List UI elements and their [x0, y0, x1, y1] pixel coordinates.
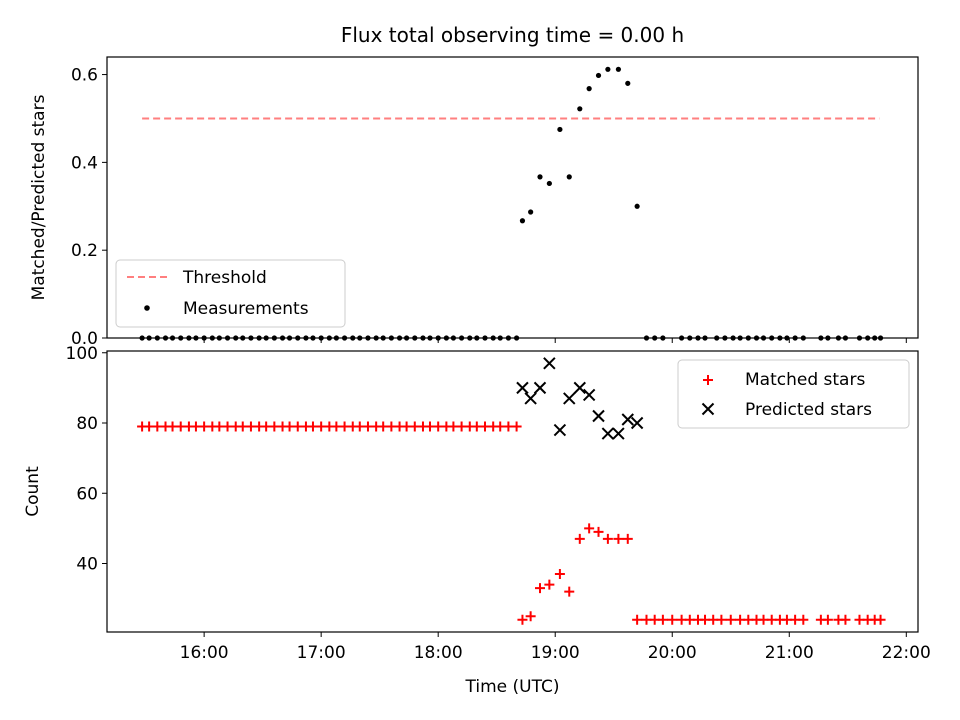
bottom-legend-box — [677, 359, 910, 429]
top-legend: Threshold Measurements — [115, 259, 346, 328]
matched-star-point — [584, 523, 595, 534]
bottom-panel: 16:00 17:00 18:00 19:00 20:00 21:00 22:00 40 60 8… — [66, 344, 931, 663]
predicted-star-point — [563, 392, 576, 405]
predicted-star-point — [524, 392, 537, 405]
matched-star-point — [535, 583, 546, 594]
matched-star-point — [632, 614, 643, 625]
bottom-x-tick-label: 22:00 — [882, 643, 931, 663]
top-y-tick-label: 0.6 — [71, 66, 98, 86]
bottom-legend: Matched stars Predicted stars — [677, 359, 910, 429]
matched-star-point — [564, 586, 575, 597]
measurement-point — [625, 80, 631, 86]
measurement-point — [577, 106, 583, 112]
bottom-x-tick-label: 17:00 — [297, 643, 346, 663]
bottom-x-tick-label: 16:00 — [180, 643, 229, 663]
matched-star-point — [602, 533, 613, 544]
predicted-star-point — [601, 427, 615, 440]
measurement-point — [528, 209, 534, 215]
predicted-star-point — [553, 423, 567, 437]
bottom-plot-frame — [106, 350, 919, 633]
legend-predicted-label: Predicted stars — [745, 400, 872, 420]
matched-star-point — [517, 614, 528, 625]
top-y-axis-label: Matched/Predicted stars — [29, 94, 49, 300]
predicted-star-point — [573, 381, 586, 395]
predicted-star-point — [592, 409, 605, 423]
predicted-star-point — [543, 357, 556, 370]
top-y-tick-label: 0.2 — [71, 241, 98, 261]
measurement-point — [586, 86, 592, 92]
legend-matched-swatch — [703, 375, 713, 385]
legend-measurements-swatch — [144, 305, 150, 311]
matched-star-point — [798, 614, 809, 625]
matched-star-point — [593, 526, 604, 537]
legend-threshold-label: Threshold — [182, 268, 267, 288]
top-plot-frame — [106, 56, 919, 339]
predicted-star-point — [582, 388, 596, 402]
top-legend-box — [115, 259, 346, 328]
measurement-point — [557, 126, 563, 133]
measurement-point — [615, 66, 622, 72]
predicted-star-point — [630, 416, 644, 430]
measurement-point — [566, 174, 572, 180]
matched-star-point — [875, 614, 886, 625]
bottom-x-tick-label: 19:00 — [531, 643, 580, 663]
measurement-point — [605, 66, 611, 72]
bottom-y-tick-label: 40 — [76, 555, 98, 575]
measurement-point — [546, 180, 552, 187]
matched-star-point — [725, 614, 736, 625]
legend-matched-label: Matched stars — [745, 370, 865, 390]
measurement-point — [537, 174, 543, 180]
top-y-tick-label: 0.4 — [71, 153, 98, 173]
matched-star-point — [574, 533, 585, 544]
matched-star-point — [840, 614, 851, 625]
matched-star-point — [622, 533, 633, 544]
predicted-star-point — [621, 413, 634, 426]
matched-star-point — [667, 614, 678, 625]
bottom-x-tick-label: 20:00 — [648, 643, 697, 663]
legend-predicted-swatch — [701, 402, 715, 416]
bottom-y-axis-label: Count — [23, 466, 43, 517]
matched-star-point — [657, 614, 668, 625]
bottom-x-tick-label: 21:00 — [765, 643, 814, 663]
matched-star-point — [554, 569, 565, 580]
predicted-star-point — [516, 381, 529, 395]
matched-star-point — [613, 533, 624, 544]
bottom-y-tick-label: 60 — [76, 484, 98, 504]
matched-star-point — [544, 579, 555, 590]
matched-star-point — [511, 421, 522, 432]
top-panel: 0.0 0.2 0.4 0.6 — [71, 56, 919, 349]
bottom-y-tick-label: 100 — [66, 344, 98, 364]
chart-title: Flux total observing time = 0.00 h — [341, 23, 684, 47]
top-y-tick-label: 0.0 — [71, 329, 98, 349]
bottom-y-tick-label: 80 — [76, 414, 98, 434]
matched-star-point — [525, 611, 536, 622]
matched-star-point — [822, 614, 833, 625]
legend-measurements-label: Measurements — [183, 299, 309, 319]
x-axis-label: Time (UTC) — [465, 677, 560, 697]
measurement-point — [519, 218, 526, 224]
predicted-star-point — [612, 427, 625, 440]
matched-star-point — [716, 614, 727, 625]
measurement-point — [595, 72, 602, 79]
measurement-point — [634, 203, 640, 209]
bottom-x-tick-label: 18:00 — [414, 643, 463, 663]
predicted-star-point — [533, 381, 547, 395]
